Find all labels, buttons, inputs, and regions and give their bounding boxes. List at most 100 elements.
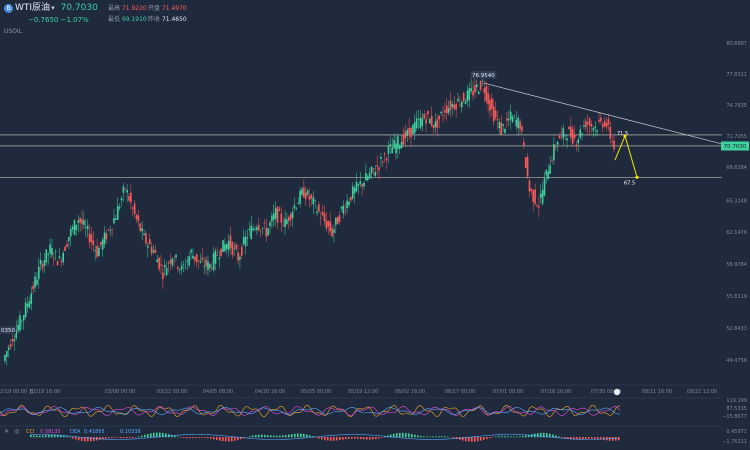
candle-body	[432, 125, 435, 129]
candle-body	[194, 256, 196, 261]
macd-bar	[402, 432, 404, 438]
macd-bar	[552, 434, 554, 438]
candle-body	[523, 142, 525, 146]
candle-body	[346, 200, 348, 209]
candle-body	[474, 85, 476, 93]
high-value: 71.9220	[121, 5, 147, 12]
candle-body	[534, 189, 536, 204]
candle-body	[319, 217, 322, 219]
y-tick-label: 68.6384	[726, 165, 747, 171]
candle-body	[218, 257, 221, 260]
candle-body	[175, 254, 177, 258]
candle-body	[434, 121, 437, 128]
macd-bar	[519, 436, 521, 438]
macd-bar	[231, 437, 233, 442]
macd-bar	[33, 435, 35, 438]
macd-bar	[453, 437, 455, 439]
candle-body	[257, 224, 260, 231]
macd-bar	[249, 436, 251, 438]
symbol-badge-icon: B	[4, 4, 13, 13]
macd-bar	[390, 434, 392, 438]
y-tick-label: 55.8119	[726, 294, 747, 300]
macd-bar	[147, 433, 149, 438]
macd-bar	[522, 435, 524, 438]
candle-body	[603, 120, 606, 126]
candle-body	[158, 257, 160, 270]
macd-bar	[312, 436, 314, 438]
candle-body	[393, 140, 395, 149]
macd-bar	[471, 437, 473, 442]
candle-body	[348, 202, 350, 206]
macd-bar	[144, 434, 146, 438]
chevron-down-icon[interactable]: ▾	[51, 4, 55, 12]
candle-body	[323, 213, 326, 222]
candle-body	[477, 91, 480, 95]
candle-body	[415, 118, 418, 129]
candle-body	[536, 205, 538, 206]
x-tick-label: 07/30 08:00	[591, 389, 621, 395]
candle-body	[506, 118, 508, 121]
macd-bar	[57, 434, 59, 438]
macd-bar	[495, 436, 497, 438]
candle-body	[382, 162, 384, 163]
candle-body	[491, 98, 493, 110]
candle-body	[79, 218, 81, 223]
candle-body	[69, 228, 72, 237]
candle-body	[274, 208, 277, 219]
scroll-to-latest-icon	[613, 388, 621, 396]
macd-bar	[468, 437, 470, 442]
candle-body	[481, 80, 484, 82]
macd-bar	[42, 435, 44, 438]
macd-bar	[72, 437, 74, 439]
macd-bar	[426, 436, 428, 438]
macd-bar	[405, 433, 407, 438]
candle-body	[122, 186, 125, 193]
candle-body	[71, 226, 74, 230]
open-value: 71.4970	[161, 5, 187, 12]
candle-body	[254, 228, 256, 230]
macd-bar	[48, 435, 50, 438]
candle-body	[276, 206, 279, 223]
candle-body	[579, 129, 582, 138]
candle-body	[447, 108, 450, 113]
macd-bar	[105, 437, 107, 439]
symbol-name[interactable]: WTI原油	[15, 3, 51, 13]
candle-body	[244, 236, 247, 247]
high-stat: 最高 71.9220	[108, 3, 147, 12]
candle-body	[427, 111, 429, 115]
open-label: 开盘	[148, 5, 161, 12]
macd-bar	[276, 435, 278, 438]
macd-bar	[159, 432, 161, 438]
candle-body	[297, 203, 300, 205]
candle-body	[162, 272, 164, 280]
macd-bar	[315, 437, 317, 438]
macd-value-2: 0.41865	[84, 429, 105, 435]
candle-body	[207, 261, 209, 270]
candle-body	[429, 118, 431, 124]
candle-body	[177, 266, 179, 270]
target-low-label: 67.5	[624, 180, 635, 186]
macd-bar	[414, 434, 416, 438]
candle-body	[22, 315, 25, 321]
candle-body	[205, 259, 207, 267]
candle-body	[468, 88, 471, 100]
candle-body	[293, 205, 296, 209]
candle-body	[470, 88, 472, 92]
candle-body	[538, 206, 540, 208]
candle-body	[242, 237, 245, 245]
macd-bar	[456, 437, 458, 439]
candle-body	[355, 181, 358, 192]
macd-bar	[117, 437, 119, 438]
macd-bar	[408, 433, 410, 438]
macd-bar	[336, 437, 338, 441]
macd-bar	[270, 435, 272, 438]
candle-body	[4, 355, 6, 361]
macd-bar	[291, 434, 293, 438]
oscillator-tick: 119.199	[726, 398, 747, 404]
candle-body	[43, 260, 46, 266]
candle-body	[128, 196, 130, 201]
candle-body	[19, 315, 21, 331]
macd-bar	[447, 436, 449, 438]
macd-bar	[573, 437, 575, 440]
